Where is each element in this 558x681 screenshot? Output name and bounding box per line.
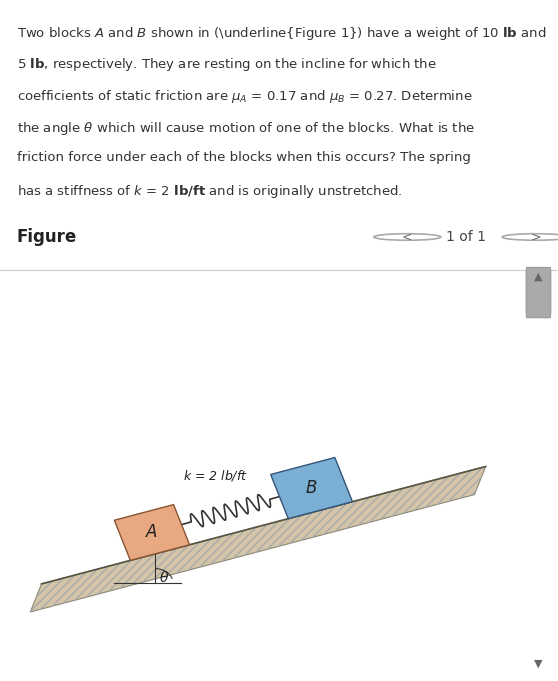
Text: coefficients of static friction are $\mu_A$ = 0.17 and $\mu_B$ = 0.27. Determine: coefficients of static friction are $\mu…: [17, 88, 472, 105]
Text: $k$ = 2 lb/ft: $k$ = 2 lb/ft: [182, 468, 247, 484]
Text: ▼: ▼: [534, 659, 543, 668]
Text: Two blocks $\mathit{A}$ and $\mathit{B}$ shown in (\underline{Figure 1}) have a : Two blocks $\mathit{A}$ and $\mathit{B}$…: [17, 25, 546, 42]
Text: 1 of 1: 1 of 1: [446, 230, 487, 244]
Text: >: >: [531, 230, 541, 244]
FancyBboxPatch shape: [526, 267, 551, 318]
Text: $\theta$: $\theta$: [158, 569, 169, 584]
Text: <: <: [402, 230, 412, 244]
Polygon shape: [114, 505, 190, 560]
Text: Figure: Figure: [17, 228, 77, 246]
Text: the angle $\theta$ which will cause motion of one of the blocks. What is the: the angle $\theta$ which will cause moti…: [17, 120, 475, 136]
Text: $B$: $B$: [305, 479, 318, 497]
Text: ▲: ▲: [534, 272, 543, 281]
Text: has a stiffness of $k$ = 2 $\bf{lb/ft}$ and is originally unstretched.: has a stiffness of $k$ = 2 $\bf{lb/ft}$ …: [17, 183, 402, 200]
Text: 5 $\bf{lb}$, respectively. They are resting on the incline for which the: 5 $\bf{lb}$, respectively. They are rest…: [17, 57, 436, 73]
Text: $A$: $A$: [146, 524, 158, 541]
Text: friction force under each of the blocks when this occurs? The spring: friction force under each of the blocks …: [17, 151, 470, 164]
Polygon shape: [30, 466, 485, 612]
Polygon shape: [271, 458, 353, 519]
